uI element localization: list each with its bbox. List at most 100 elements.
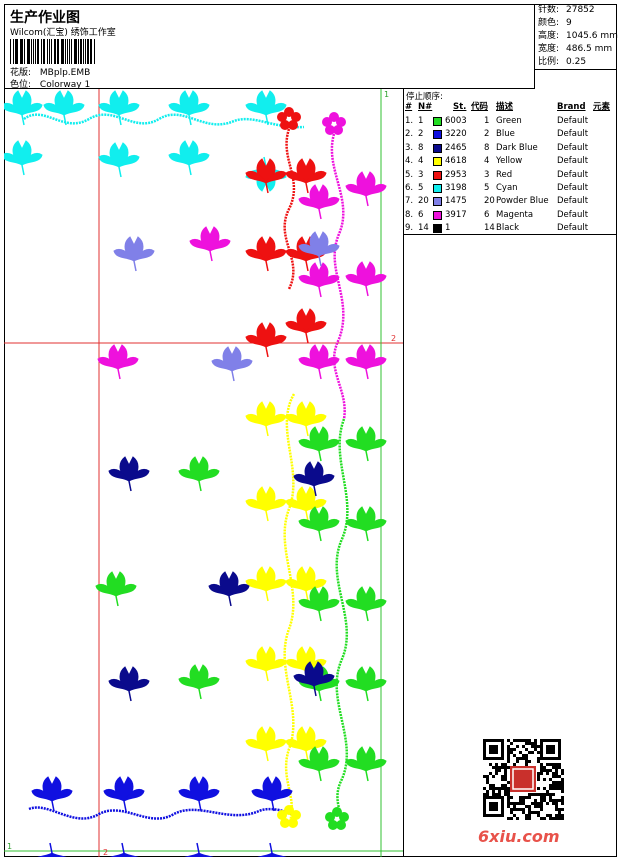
legend-row: 9. 14 1 14 Black Default — [404, 222, 617, 235]
leaf-motif — [345, 171, 387, 207]
legend-brand: Default — [557, 209, 589, 220]
legend-n: 1 — [418, 116, 424, 126]
legend-brand: Default — [557, 116, 589, 126]
legend-desc: Cyan — [496, 183, 518, 193]
leaf-motif — [178, 456, 220, 492]
legend-n: 6 — [418, 209, 424, 220]
barcode-bar — [53, 39, 55, 64]
leaf-motif — [103, 776, 145, 812]
barcode-bar — [89, 39, 91, 64]
leaf-motif — [189, 226, 231, 262]
legend-num: 4. — [405, 156, 414, 167]
barcode-bar — [37, 39, 39, 64]
leaf-motif — [178, 776, 220, 812]
guide-label-bottom-left: 1 — [7, 842, 12, 851]
legend-row: 4. 4 4618 4 Yellow Default — [404, 155, 617, 168]
legend-code: 20 — [484, 196, 495, 207]
legend-st: 4618 — [445, 156, 467, 167]
leaf-motif — [98, 142, 140, 178]
legend-row: 6. 5 3198 5 Cyan Default — [404, 182, 617, 195]
legend-desc: Powder Blue — [496, 196, 549, 207]
legend-n: 14 — [418, 223, 429, 234]
legend-code: 5 — [484, 183, 490, 193]
barcode-bar — [75, 39, 77, 64]
leaf-motif — [4, 140, 43, 176]
leaf-motif — [245, 566, 287, 602]
flower-motif — [277, 805, 301, 828]
leaf-motif — [285, 308, 327, 344]
legend-brand: Default — [557, 183, 589, 193]
legend-title: 停止顺序: — [406, 92, 443, 102]
leaf-motif — [245, 486, 287, 522]
leaf-motif — [43, 90, 85, 126]
barcode-bar — [55, 39, 57, 64]
leaf-motif — [345, 666, 387, 702]
barcode-bar — [46, 39, 48, 64]
barcode-bar — [28, 39, 30, 64]
color-swatch — [433, 117, 442, 126]
barcode-bar — [44, 39, 45, 64]
cyan-vine — [23, 113, 305, 129]
leaf-motif — [298, 506, 340, 542]
colorway-name: Colorway 1 — [39, 80, 91, 90]
leaf-motif — [285, 401, 327, 437]
barcode-bar — [33, 39, 34, 64]
legend-num: 8. — [405, 209, 414, 220]
barcode-bar — [73, 39, 75, 64]
leaf-motif — [108, 456, 150, 492]
legend-code: 6 — [484, 209, 490, 220]
barcode-bar — [48, 39, 50, 64]
color-swatch — [433, 170, 442, 180]
barcode-bar — [26, 39, 28, 64]
leaf-motif — [168, 90, 210, 126]
legend-num: 6. — [405, 183, 414, 193]
legend-row: 1. 1 6003 1 Green Default — [404, 115, 617, 128]
color-swatch — [433, 157, 442, 167]
legend-st: 6003 — [445, 116, 467, 126]
leaf-motif — [97, 344, 139, 380]
leaf-motif — [95, 571, 137, 607]
legend-brand: Default — [557, 142, 589, 153]
legend-num: 1. — [405, 116, 414, 126]
leaf-motif — [251, 776, 293, 812]
color-swatch — [433, 210, 442, 220]
leaf-motif — [298, 746, 340, 782]
barcode-bar — [80, 39, 83, 64]
legend-st: 1 — [445, 223, 451, 234]
legend-st: 1475 — [445, 196, 467, 207]
legend-brand: Default — [557, 129, 589, 140]
legend-desc: Yellow — [496, 156, 523, 167]
leaf-motif — [211, 346, 253, 382]
legend-row: 7. 20 1475 20 Powder Blue Default — [404, 195, 617, 208]
barcode-bar — [91, 39, 93, 64]
barcode-bar — [87, 39, 89, 64]
stat-stitches: 针数: 27852 — [538, 5, 595, 15]
legend-n: 4 — [418, 156, 424, 167]
design-file-row: 花版: MBplp.EMB — [10, 65, 90, 78]
leaf-motif — [108, 666, 150, 702]
green-vine — [335, 418, 349, 830]
leaf-motif — [245, 726, 287, 762]
barcode-bar — [19, 39, 21, 64]
barcode-bar — [40, 39, 42, 64]
legend-code: 14 — [484, 223, 495, 234]
blue-vine — [28, 806, 295, 820]
leaf-motif — [298, 262, 340, 298]
barcode-bar — [34, 39, 37, 64]
stat-width: 宽度: 486.5 mm — [538, 44, 613, 54]
leaf-motif — [31, 776, 73, 812]
legend-row: 8. 6 3917 6 Magenta Default — [404, 209, 617, 222]
legend-st: 2465 — [445, 142, 467, 153]
legend-header-row: # N# St. 代码 描述 Brand 元素 — [405, 102, 611, 112]
leaf-motif — [178, 664, 220, 700]
legend-n: 2 — [418, 129, 424, 140]
leaf-motif — [103, 842, 145, 857]
leaf-motif — [298, 586, 340, 622]
design-file-name: MBplp.EMB — [39, 68, 91, 78]
barcode-bar — [67, 39, 68, 64]
barcode-bar — [13, 39, 14, 64]
barcode-bar — [60, 39, 62, 64]
header-panel: 生产作业图 Wilcom(汇宝) 绣饰工作室 花版: MBplp.EMB 色位:… — [4, 4, 535, 90]
leaf-motif — [345, 426, 387, 462]
legend-brand: Default — [557, 196, 589, 207]
